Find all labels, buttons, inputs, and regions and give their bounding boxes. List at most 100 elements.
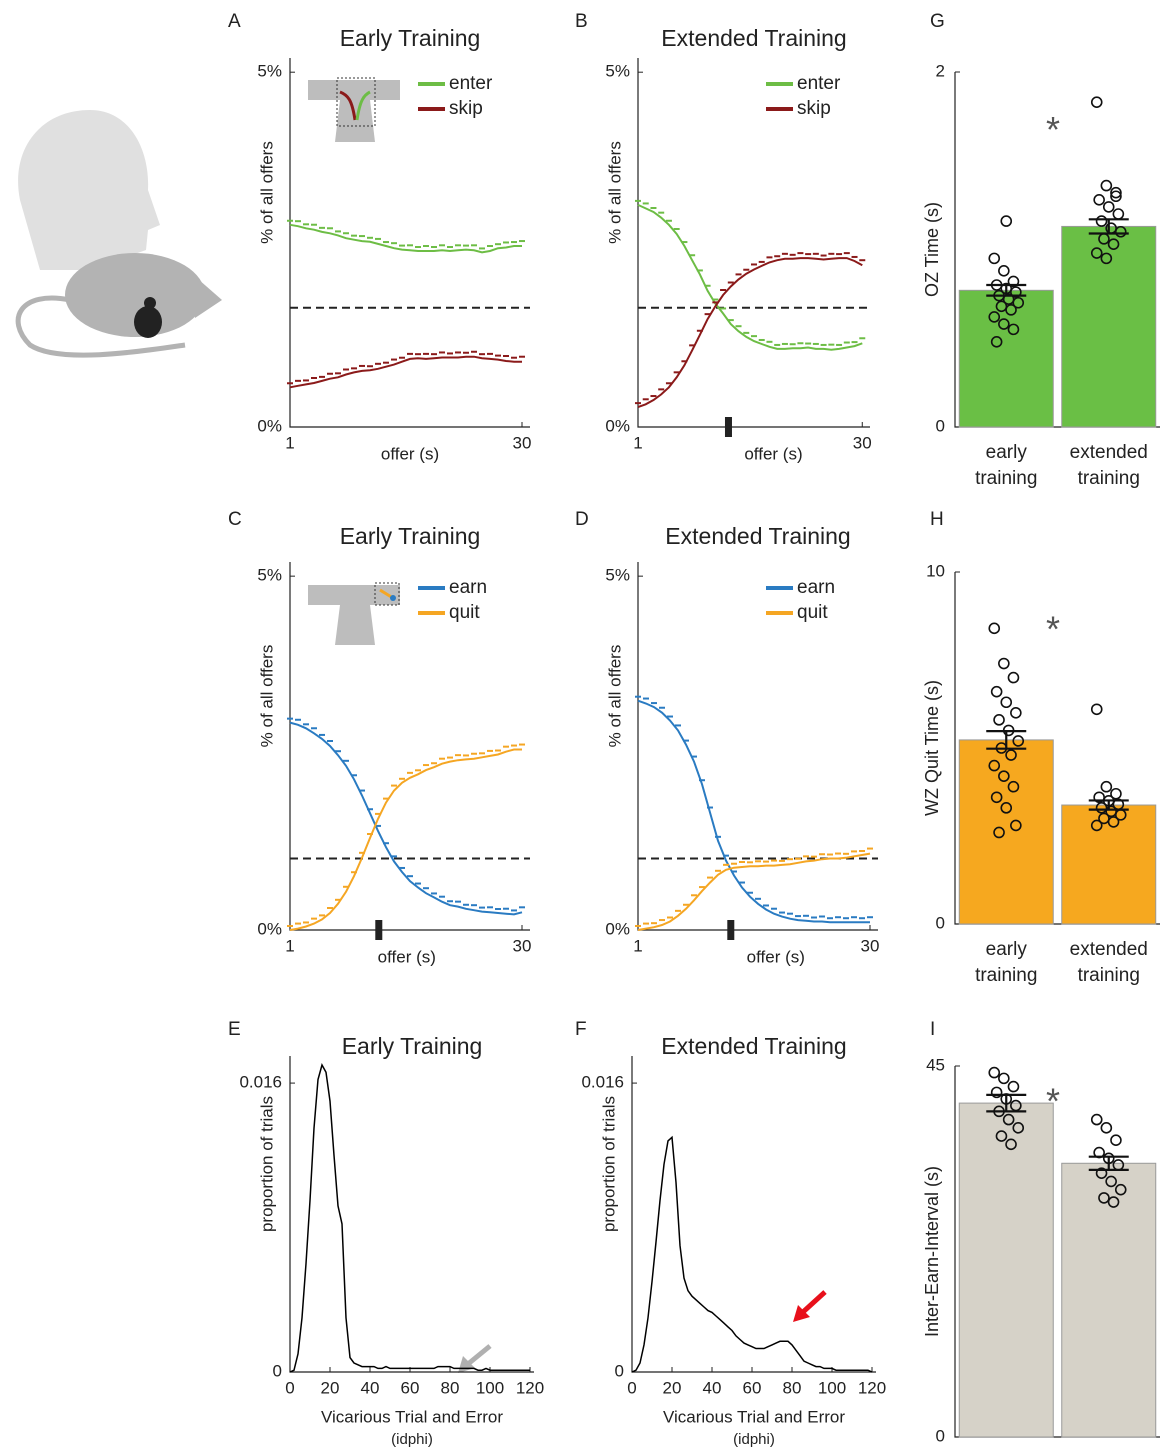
y-axis-label: WZ Quit Time (s) (922, 680, 942, 816)
bar (1061, 225, 1157, 428)
panel-label: B (575, 11, 588, 32)
data-point (1002, 1113, 1015, 1126)
x-axis-label: (idphi) (391, 1431, 433, 1448)
data-point (1114, 1183, 1127, 1196)
offer-marker (727, 920, 735, 940)
panel-label: I (930, 1019, 935, 1040)
data-point (1095, 215, 1108, 227)
x-tick-label: 80 (441, 1378, 460, 1397)
panel-label: E (228, 1019, 241, 1040)
data-point (1007, 780, 1020, 793)
y-tick-label: 0.016 (581, 1073, 624, 1092)
data-line (289, 748, 522, 931)
data-line (289, 223, 522, 254)
data-point (1100, 780, 1113, 793)
x-axis-label: offer (s) (747, 947, 805, 966)
data-point (1090, 247, 1103, 259)
legend-label: earn (449, 577, 487, 598)
chart-title: Extended Training (665, 523, 850, 549)
data-point (1010, 706, 1022, 719)
axis-line (289, 562, 530, 931)
data-line (637, 257, 863, 409)
x-tick-label: 30 (861, 936, 880, 955)
data-point (1100, 252, 1113, 265)
data-point (1110, 190, 1122, 203)
chart-title: Early Training (340, 523, 481, 549)
y-axis-label: % of all offers (605, 645, 624, 748)
y-tick-label: 0% (257, 416, 282, 435)
x-tick-label: early training (975, 442, 1037, 489)
data-point (1095, 1167, 1108, 1179)
data-point (1110, 186, 1122, 199)
data-point (990, 1086, 1003, 1099)
data-point (1110, 1134, 1122, 1146)
x-tick-label: extended training (1070, 442, 1148, 489)
x-tick-label: 20 (321, 1378, 340, 1397)
x-axis-label: (idphi) (733, 1431, 775, 1448)
panel-label: A (228, 11, 241, 32)
chart-title: Extended Training (661, 25, 846, 51)
x-axis-label: Vicarious Trial and Error (321, 1407, 503, 1426)
x-tick-label: 30 (513, 936, 532, 955)
x-tick-label: 60 (401, 1378, 420, 1397)
legend-label: quit (797, 602, 828, 623)
y-axis-label: proportion of trials (257, 1096, 276, 1232)
data-point (993, 826, 1005, 839)
bar (958, 1102, 1054, 1438)
offer-marker (375, 920, 383, 940)
data-point (998, 264, 1010, 277)
x-tick-label: 1 (633, 433, 642, 452)
x-tick-label: 0 (285, 1378, 294, 1397)
significance-mark: * (1046, 109, 1060, 150)
data-point (1090, 96, 1103, 108)
data-point (988, 311, 1001, 323)
data-point (1005, 1138, 1017, 1151)
data-point (998, 770, 1010, 782)
illustration (15, 110, 222, 358)
data-point (998, 657, 1010, 670)
data-point (1107, 1196, 1120, 1208)
data-line (637, 203, 863, 351)
data-point (1110, 787, 1122, 800)
y-tick-label: 0 (936, 913, 945, 932)
bar (1061, 1162, 1157, 1438)
x-tick-label: 30 (513, 433, 532, 452)
data-point (1000, 696, 1013, 709)
y-axis-label: % of all offers (257, 645, 276, 748)
y-tick-label: 2 (936, 61, 945, 80)
data-point (1000, 802, 1013, 814)
y-tick-label: 0 (615, 1361, 624, 1380)
x-tick-label: 40 (361, 1378, 380, 1397)
data-point (1012, 1122, 1025, 1134)
error-bar (1088, 1155, 1129, 1171)
y-axis-label: OZ Time (s) (922, 202, 942, 297)
legend-label: quit (449, 602, 480, 623)
data-point (1093, 194, 1105, 206)
error-bar (986, 730, 1027, 750)
x-tick-label: 30 (853, 433, 872, 452)
y-tick-label: 5% (257, 566, 282, 585)
x-axis-label: Vicarious Trial and Error (663, 1407, 845, 1426)
data-line (637, 699, 870, 924)
error-bar (1088, 799, 1129, 811)
y-tick-label: 0 (936, 1426, 945, 1445)
x-tick-label: 120 (516, 1378, 544, 1397)
data-point (1007, 275, 1020, 288)
data-point (1007, 323, 1020, 336)
data-point (1112, 208, 1125, 220)
panel-label: H (930, 509, 944, 530)
x-tick-label: 1 (285, 936, 294, 955)
x-tick-label: 120 (858, 1378, 886, 1397)
data-line (637, 852, 871, 931)
chart-title: Early Training (342, 1033, 483, 1059)
y-axis-label: Inter-Earn-Interval (s) (922, 1166, 942, 1337)
data-point (990, 335, 1003, 348)
maze-icon (308, 77, 400, 142)
x-tick-label: 80 (783, 1378, 802, 1397)
y-tick-label: 5% (257, 62, 282, 81)
data-point (1100, 179, 1113, 192)
data-line (289, 355, 522, 389)
data-point (998, 1072, 1010, 1085)
axis-line (289, 1056, 534, 1373)
